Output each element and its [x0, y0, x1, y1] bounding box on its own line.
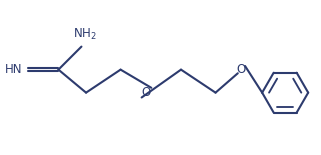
Text: NH$_2$: NH$_2$ [73, 27, 96, 42]
Text: HN: HN [4, 63, 22, 76]
Text: O: O [237, 63, 246, 76]
Text: O: O [142, 86, 151, 99]
